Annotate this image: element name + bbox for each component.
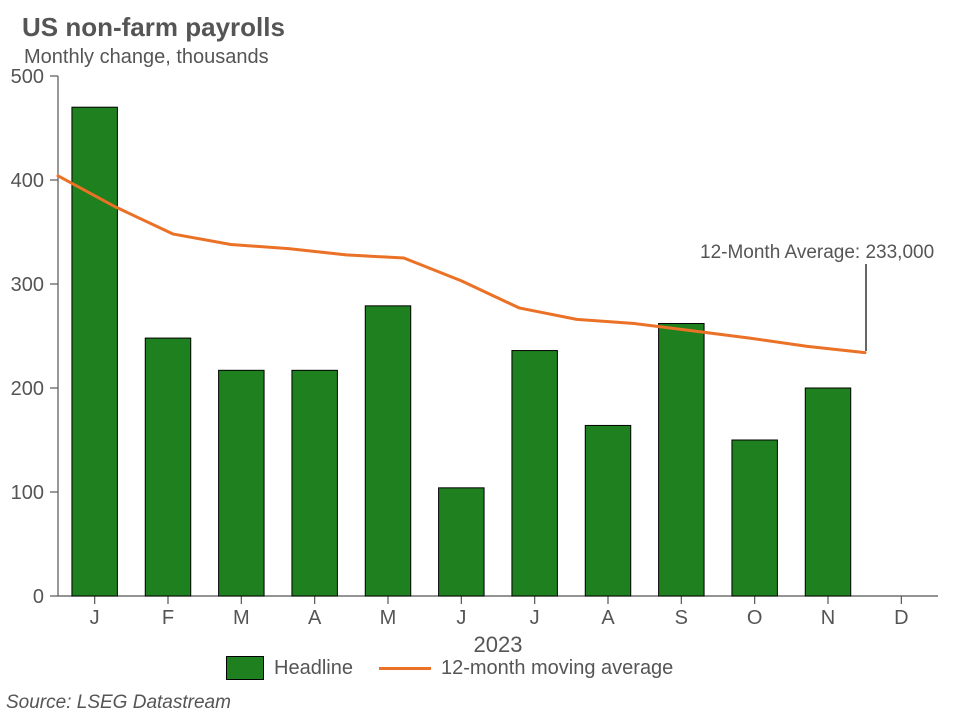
- bar: [805, 388, 850, 596]
- bar: [512, 351, 557, 596]
- bar: [365, 306, 410, 596]
- legend-label: 12-month moving average: [441, 657, 673, 680]
- svg-text:M: M: [233, 607, 250, 629]
- svg-text:500: 500: [11, 66, 44, 88]
- bar: [585, 425, 630, 596]
- svg-text:D: D: [894, 607, 908, 629]
- legend-item-moving-average: 12-month moving average: [379, 657, 673, 680]
- svg-text:J: J: [530, 607, 540, 629]
- chart-source: Source: LSEG Datastream: [6, 692, 231, 714]
- bar: [732, 440, 777, 596]
- bar: [219, 370, 264, 596]
- legend-label: Headline: [274, 657, 353, 680]
- payrolls-chart: 0 100 200 300 400 500 J F M A M J J A S O N D 2023 12-Month…: [0, 0, 960, 720]
- bar: [659, 324, 704, 596]
- chart-legend: Headline 12-month moving average: [226, 656, 673, 680]
- svg-text:400: 400: [11, 170, 44, 192]
- bar: [72, 107, 117, 596]
- legend-swatch-moving-average: [379, 667, 431, 670]
- svg-text:0: 0: [33, 586, 44, 608]
- svg-text:O: O: [747, 607, 763, 629]
- svg-text:2023: 2023: [474, 632, 523, 657]
- moving-average-line: [58, 176, 865, 353]
- svg-text:M: M: [380, 607, 397, 629]
- svg-text:100: 100: [11, 482, 44, 504]
- svg-text:A: A: [308, 607, 322, 629]
- svg-text:300: 300: [11, 274, 44, 296]
- legend-item-headline: Headline: [226, 656, 353, 680]
- svg-text:J: J: [456, 607, 466, 629]
- bar: [292, 370, 337, 596]
- svg-text:A: A: [601, 607, 615, 629]
- svg-text:200: 200: [11, 378, 44, 400]
- svg-text:F: F: [162, 607, 174, 629]
- svg-text:N: N: [821, 607, 835, 629]
- svg-text:S: S: [675, 607, 688, 629]
- annotation-label: 12-Month Average: 233,000: [700, 242, 934, 263]
- svg-text:J: J: [90, 607, 100, 629]
- bar: [439, 488, 484, 596]
- legend-swatch-headline: [226, 656, 264, 680]
- bar: [145, 338, 190, 596]
